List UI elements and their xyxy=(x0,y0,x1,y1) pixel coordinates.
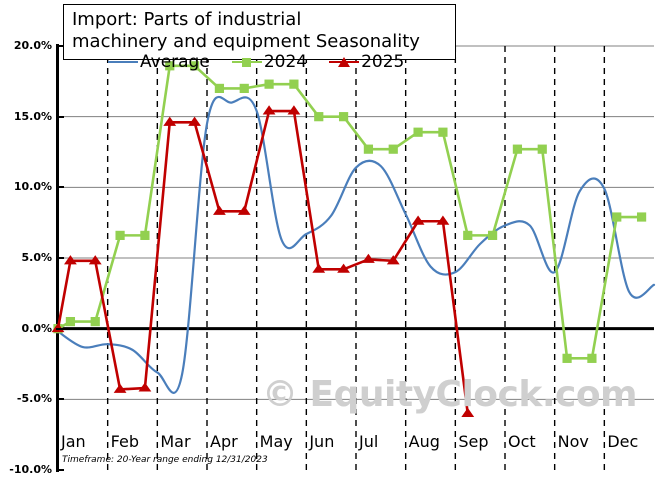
data-point-marker xyxy=(337,263,350,273)
legend-item-average[interactable]: Average xyxy=(108,52,210,72)
legend-item-2025[interactable]: 2025 xyxy=(329,52,404,72)
legend-item-2024[interactable]: 2024 xyxy=(231,52,308,72)
data-point-marker xyxy=(88,255,102,265)
data-point-marker xyxy=(262,105,276,115)
data-point-marker xyxy=(188,116,201,126)
legend-swatch-triangle-icon xyxy=(329,55,360,69)
data-point-marker xyxy=(413,127,423,137)
y-axis-tick-label: 10.0% xyxy=(13,180,52,194)
data-point-marker xyxy=(436,215,450,225)
y-axis-tick-label: 20.0% xyxy=(13,39,52,52)
data-point-marker xyxy=(51,322,65,333)
x-axis-month-label: Feb xyxy=(110,432,139,451)
chart-title-box: Import: Parts of industrial machinery an… xyxy=(63,4,456,60)
data-point-marker xyxy=(463,230,473,240)
x-axis-month-label: Aug xyxy=(408,432,440,451)
chart-legend: Average 2024 2025 xyxy=(108,52,404,72)
series-line-2025 xyxy=(56,109,470,414)
data-point-marker xyxy=(487,230,498,240)
data-point-marker xyxy=(338,112,349,122)
y-axis-tick-mark xyxy=(56,327,64,330)
data-point-marker xyxy=(90,317,100,327)
legend-label: 2025 xyxy=(361,52,405,72)
chart-title-line-2: machinery and equipment Seasonality xyxy=(72,31,420,52)
data-point-marker xyxy=(237,205,251,215)
data-point-marker xyxy=(411,215,425,225)
data-point-marker xyxy=(113,383,127,393)
data-point-marker xyxy=(362,253,375,263)
data-point-marker xyxy=(612,212,622,222)
data-point-marker xyxy=(140,230,150,240)
data-point-marker xyxy=(537,144,547,154)
data-point-marker xyxy=(214,83,225,93)
data-point-marker xyxy=(388,144,398,154)
data-point-marker xyxy=(587,353,597,363)
data-point-marker xyxy=(163,116,177,126)
y-axis-tick-mark xyxy=(56,257,64,259)
data-point-marker xyxy=(363,144,374,154)
y-axis-labels: 20.0% 15.0% 10.0% 5.0% 0.0% -5.0% -10.0% xyxy=(0,0,52,482)
x-axis-month-label: Jun xyxy=(309,432,335,451)
y-axis-tick-label: 0.0% xyxy=(21,321,52,335)
series-markers-2025 xyxy=(51,105,475,417)
y-axis-tick-mark xyxy=(56,469,64,471)
timeframe-footnote: Timeframe: 20-Year range ending 12/31/20… xyxy=(62,455,268,465)
y-axis-tick-label: -10.0% xyxy=(9,463,52,476)
data-point-marker xyxy=(636,212,647,222)
data-point-marker xyxy=(65,317,76,327)
x-axis-month-label: Dec xyxy=(607,432,639,451)
data-point-marker xyxy=(264,79,274,89)
legend-label: 2024 xyxy=(263,52,308,72)
legend-label: Average xyxy=(140,52,210,72)
data-point-marker xyxy=(287,105,301,115)
x-axis-labels: Jan Feb Mar Apr May Jun Jul Aug Sep Oct Nov Dec xyxy=(58,432,654,458)
x-axis-month-label: Oct xyxy=(508,432,536,451)
data-point-marker xyxy=(189,61,200,71)
plot-svg xyxy=(51,45,656,470)
data-point-marker xyxy=(115,230,125,240)
legend-swatch-line-icon xyxy=(108,55,138,69)
data-point-marker xyxy=(386,255,400,265)
x-axis-month-label: May xyxy=(259,432,293,451)
y-axis-tick-mark xyxy=(56,186,64,189)
data-point-marker xyxy=(438,127,448,137)
data-point-marker xyxy=(312,263,326,273)
data-point-marker xyxy=(461,407,475,417)
data-point-marker xyxy=(138,382,152,392)
y-axis-tick-mark xyxy=(56,115,64,118)
y-axis-tick-mark xyxy=(56,45,64,47)
y-axis-tick-label: 5.0% xyxy=(21,251,52,264)
series-markers-2024 xyxy=(53,61,647,363)
x-axis-month-label: Jan xyxy=(61,432,86,451)
data-point-marker xyxy=(289,79,299,89)
plot-area xyxy=(51,45,656,470)
legend-swatch-square-icon xyxy=(231,55,262,69)
data-point-marker xyxy=(213,205,226,215)
data-point-marker xyxy=(512,144,523,154)
data-point-marker xyxy=(165,61,175,71)
y-axis-tick-label: 15.0% xyxy=(13,109,52,123)
data-point-marker xyxy=(239,83,249,93)
data-point-marker xyxy=(562,353,572,363)
x-axis-month-label: Nov xyxy=(557,432,589,451)
y-axis-tick-mark xyxy=(56,398,64,401)
y-axis-tick-label: -5.0% xyxy=(16,392,52,406)
data-point-marker xyxy=(314,112,324,122)
x-axis-month-label: Sep xyxy=(458,432,489,451)
x-axis-month-label: Apr xyxy=(210,432,238,451)
x-axis-month-label: Jul xyxy=(359,432,379,451)
x-axis-month-label: Mar xyxy=(160,432,191,451)
data-point-marker xyxy=(64,255,77,265)
chart-title-line-1: Import: Parts of industrial xyxy=(72,9,302,30)
